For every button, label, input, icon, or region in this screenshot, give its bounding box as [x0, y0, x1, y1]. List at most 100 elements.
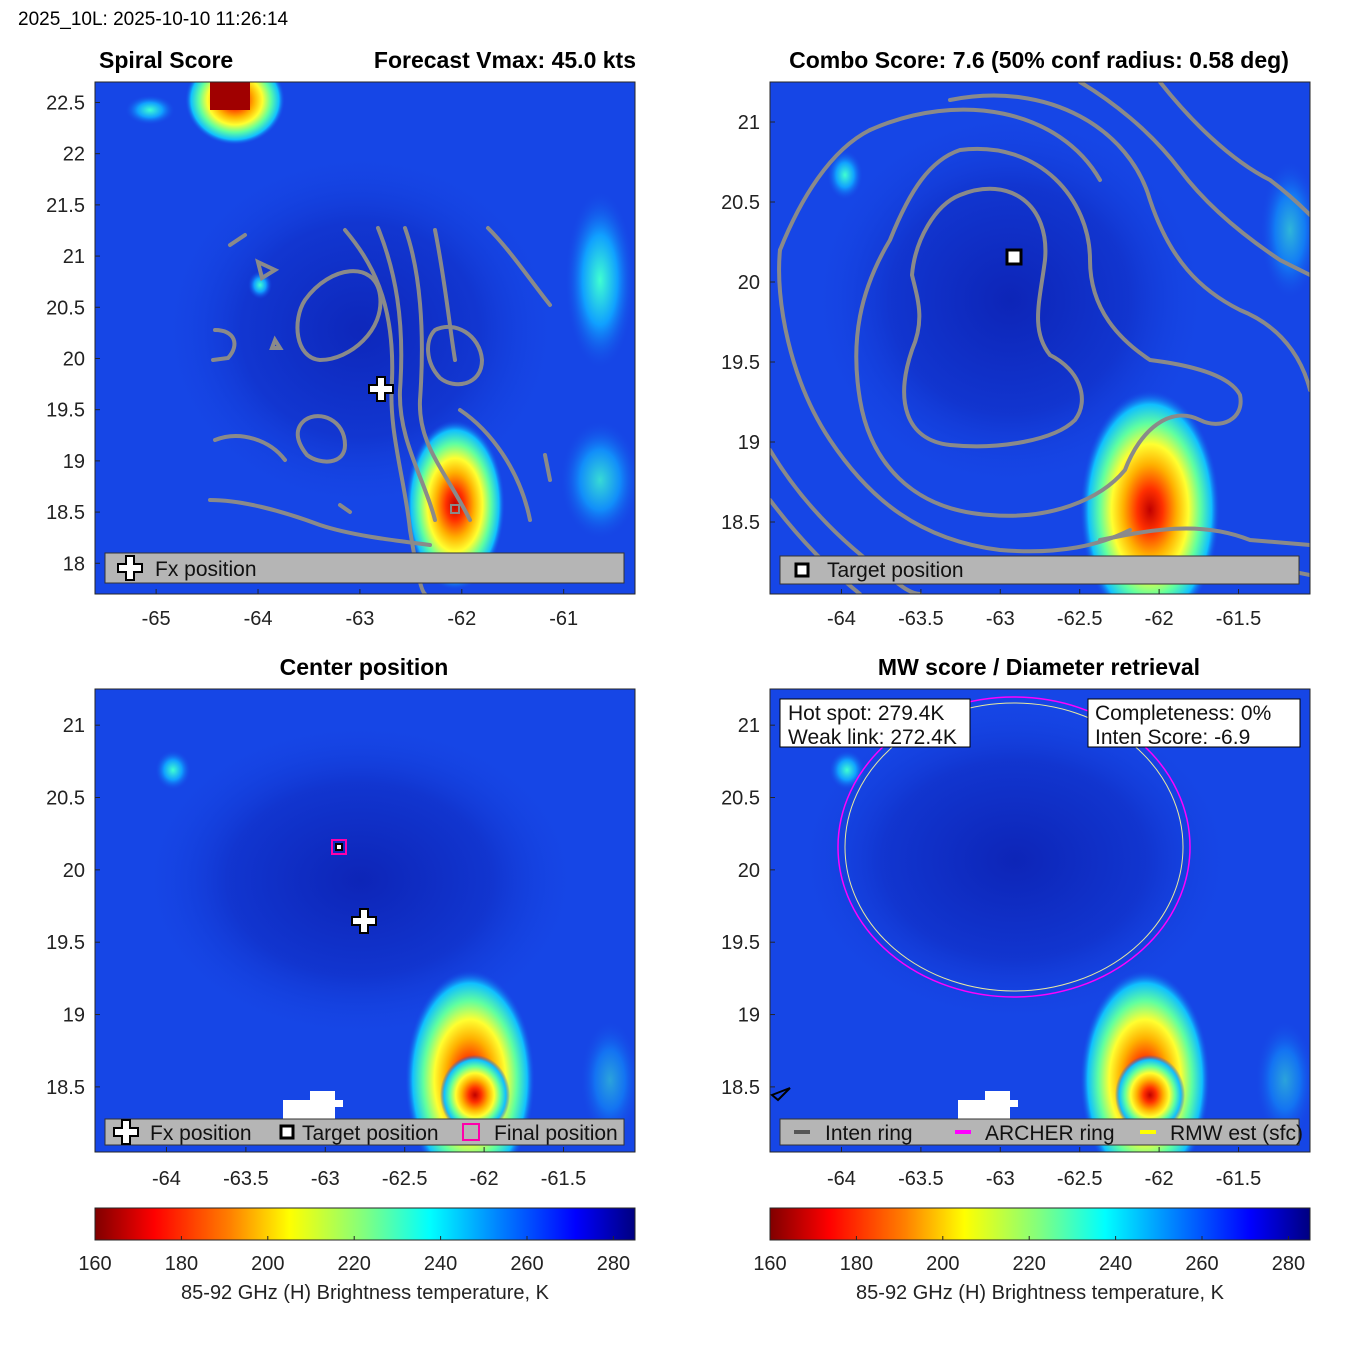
target-position-marker	[335, 843, 343, 851]
mw-legend-rmw: RMW est (sfc)	[1170, 1122, 1303, 1145]
spiral-ytick-label: 22.5	[46, 92, 85, 114]
spiral-legend-fx: Fx position	[155, 558, 257, 581]
colorbar-tick-label: 260	[510, 1253, 543, 1275]
spiral-ytick-label: 20	[63, 348, 85, 370]
center-ytick-label: 20	[63, 860, 85, 882]
colorbar-tick-label: 240	[424, 1253, 457, 1275]
combo-ytick-label: 19	[738, 432, 760, 454]
mw-xtick-label: -62.5	[1057, 1168, 1103, 1190]
spiral-xtick-label: -65	[142, 608, 171, 630]
spiral-ytick-label: 18.5	[46, 502, 85, 524]
center-ytick-label: 18.5	[46, 1077, 85, 1099]
spiral-title-left: Spiral Score	[99, 47, 233, 73]
figure-header: 2025_10L: 2025-10-10 11:26:14	[18, 9, 289, 30]
mw-ytick-label: 20.5	[721, 788, 760, 810]
center-xtick-label: -62	[470, 1168, 499, 1190]
mw-xtick-label: -62	[1145, 1168, 1174, 1190]
final-position-marker	[331, 839, 347, 855]
colorbar-tick-label: 280	[1272, 1253, 1305, 1275]
spiral-xtick-label: -63	[345, 608, 374, 630]
combo-xtick-label: -62	[1145, 608, 1174, 630]
completeness-text: Completeness: 0%	[1095, 702, 1271, 725]
mw-legend-inten: Inten ring	[825, 1122, 913, 1145]
center-title: Center position	[280, 654, 449, 680]
colorbar-tick-label: 180	[165, 1253, 198, 1275]
center-legend-final: Final position	[494, 1122, 618, 1145]
weak-link-text: Weak link: 272.4K	[788, 726, 957, 749]
mw-xtick-label: -64	[827, 1168, 856, 1190]
center-legend-fx: Fx position	[150, 1122, 252, 1145]
center-ytick-label: 19	[63, 1005, 85, 1027]
colorbar-left: 160 180 200 220 240 260 280 85-92 GHz (H) Brig…	[78, 1207, 636, 1304]
mw-xtick-label: -63	[986, 1168, 1015, 1190]
center-legend-target: Target position	[302, 1122, 439, 1145]
spiral-ytick-label: 18	[63, 553, 85, 575]
mw-stats-box-right: Completeness: 0% Inten Score: -6.9	[1087, 698, 1301, 749]
center-position-panel: Center position Fx position Target posit…	[46, 654, 636, 1190]
colorbar-left-label: 85-92 GHz (H) Brightness temperature, K	[181, 1282, 550, 1304]
center-ytick-label: 21	[63, 715, 85, 737]
spiral-heatmap	[95, 82, 635, 594]
colorbar-tick-label: 200	[251, 1253, 284, 1275]
combo-xtick-label: -63	[986, 608, 1015, 630]
center-xtick-label: -61.5	[541, 1168, 587, 1190]
hot-spot-text: Hot spot: 279.4K	[788, 702, 944, 725]
target-position-legend-icon	[794, 562, 810, 578]
mw-legend: Inten ring ARCHER ring RMW est (sfc)	[779, 1118, 1303, 1146]
final-position-legend-icon	[462, 1123, 480, 1141]
mw-title: MW score / Diameter retrieval	[878, 654, 1200, 680]
colorbar-tick-label: 280	[597, 1253, 630, 1275]
combo-ytick-label: 18.5	[721, 512, 760, 534]
center-xtick-label: -63	[311, 1168, 340, 1190]
combo-xtick-label: -61.5	[1216, 608, 1262, 630]
spiral-ytick-label: 21.5	[46, 195, 85, 217]
spiral-score-panel: Spiral Score Forecast Vmax: 45.0 kts	[46, 47, 636, 630]
combo-xtick-label: -64	[827, 608, 856, 630]
mw-heatmap	[770, 689, 1310, 1152]
colorbar-tick-label: 180	[840, 1253, 873, 1275]
mw-ytick-label: 20	[738, 860, 760, 882]
colorbar-right-label: 85-92 GHz (H) Brightness temperature, K	[856, 1282, 1225, 1304]
combo-ytick-label: 21	[738, 112, 760, 134]
center-xtick-label: -63.5	[223, 1168, 269, 1190]
colorbar-tick-label: 160	[753, 1253, 786, 1275]
target-position-legend-icon	[279, 1124, 295, 1140]
mw-xtick-label: -61.5	[1216, 1168, 1262, 1190]
spiral-xtick-label: -61	[549, 608, 578, 630]
mw-ytick-label: 21	[738, 715, 760, 737]
colorbar-tick-label: 260	[1185, 1253, 1218, 1275]
spiral-ytick-label: 21	[63, 246, 85, 268]
rmw-est-ring	[844, 702, 1184, 992]
mw-ytick-label: 19.5	[721, 932, 760, 954]
combo-ytick-label: 19.5	[721, 352, 760, 374]
center-legend: Fx position Target position Final positi…	[104, 1118, 625, 1146]
fx-position-marker	[368, 376, 394, 402]
colorbar-tick-label: 160	[78, 1253, 111, 1275]
mw-ytick-label: 18.5	[721, 1077, 760, 1099]
fx-position-marker-center	[351, 908, 377, 934]
combo-legend-target: Target position	[827, 559, 964, 582]
fx-position-legend-icon	[113, 1119, 139, 1145]
mw-stats-box-left: Hot spot: 279.4K Weak link: 272.4K	[779, 698, 971, 749]
combo-title: Combo Score: 7.6 (50% conf radius: 0.58 …	[789, 47, 1289, 73]
combo-xtick-label: -63.5	[898, 608, 944, 630]
spiral-xtick-label: -64	[244, 608, 273, 630]
mw-legend-archer: ARCHER ring	[985, 1122, 1115, 1145]
colorbar-tick-label: 220	[1013, 1253, 1046, 1275]
spiral-ytick-label: 19	[63, 451, 85, 473]
colorbar-tick-label: 200	[926, 1253, 959, 1275]
spiral-legend: Fx position	[104, 552, 625, 584]
spiral-ytick-label: 22	[63, 144, 85, 166]
mw-score-panel: MW score / Diameter retrieval Hot spot: …	[721, 654, 1311, 1190]
mw-ytick-label: 19	[738, 1005, 760, 1027]
center-xtick-label: -62.5	[382, 1168, 428, 1190]
colorbar-tick-label: 220	[338, 1253, 371, 1275]
center-heatmap	[95, 689, 635, 1152]
archer-ring	[837, 696, 1191, 998]
spiral-xtick-label: -62	[447, 608, 476, 630]
spiral-ytick-label: 20.5	[46, 297, 85, 319]
combo-legend: Target position	[779, 555, 1300, 585]
colorbar-tick-label: 240	[1099, 1253, 1132, 1275]
center-ytick-label: 20.5	[46, 788, 85, 810]
